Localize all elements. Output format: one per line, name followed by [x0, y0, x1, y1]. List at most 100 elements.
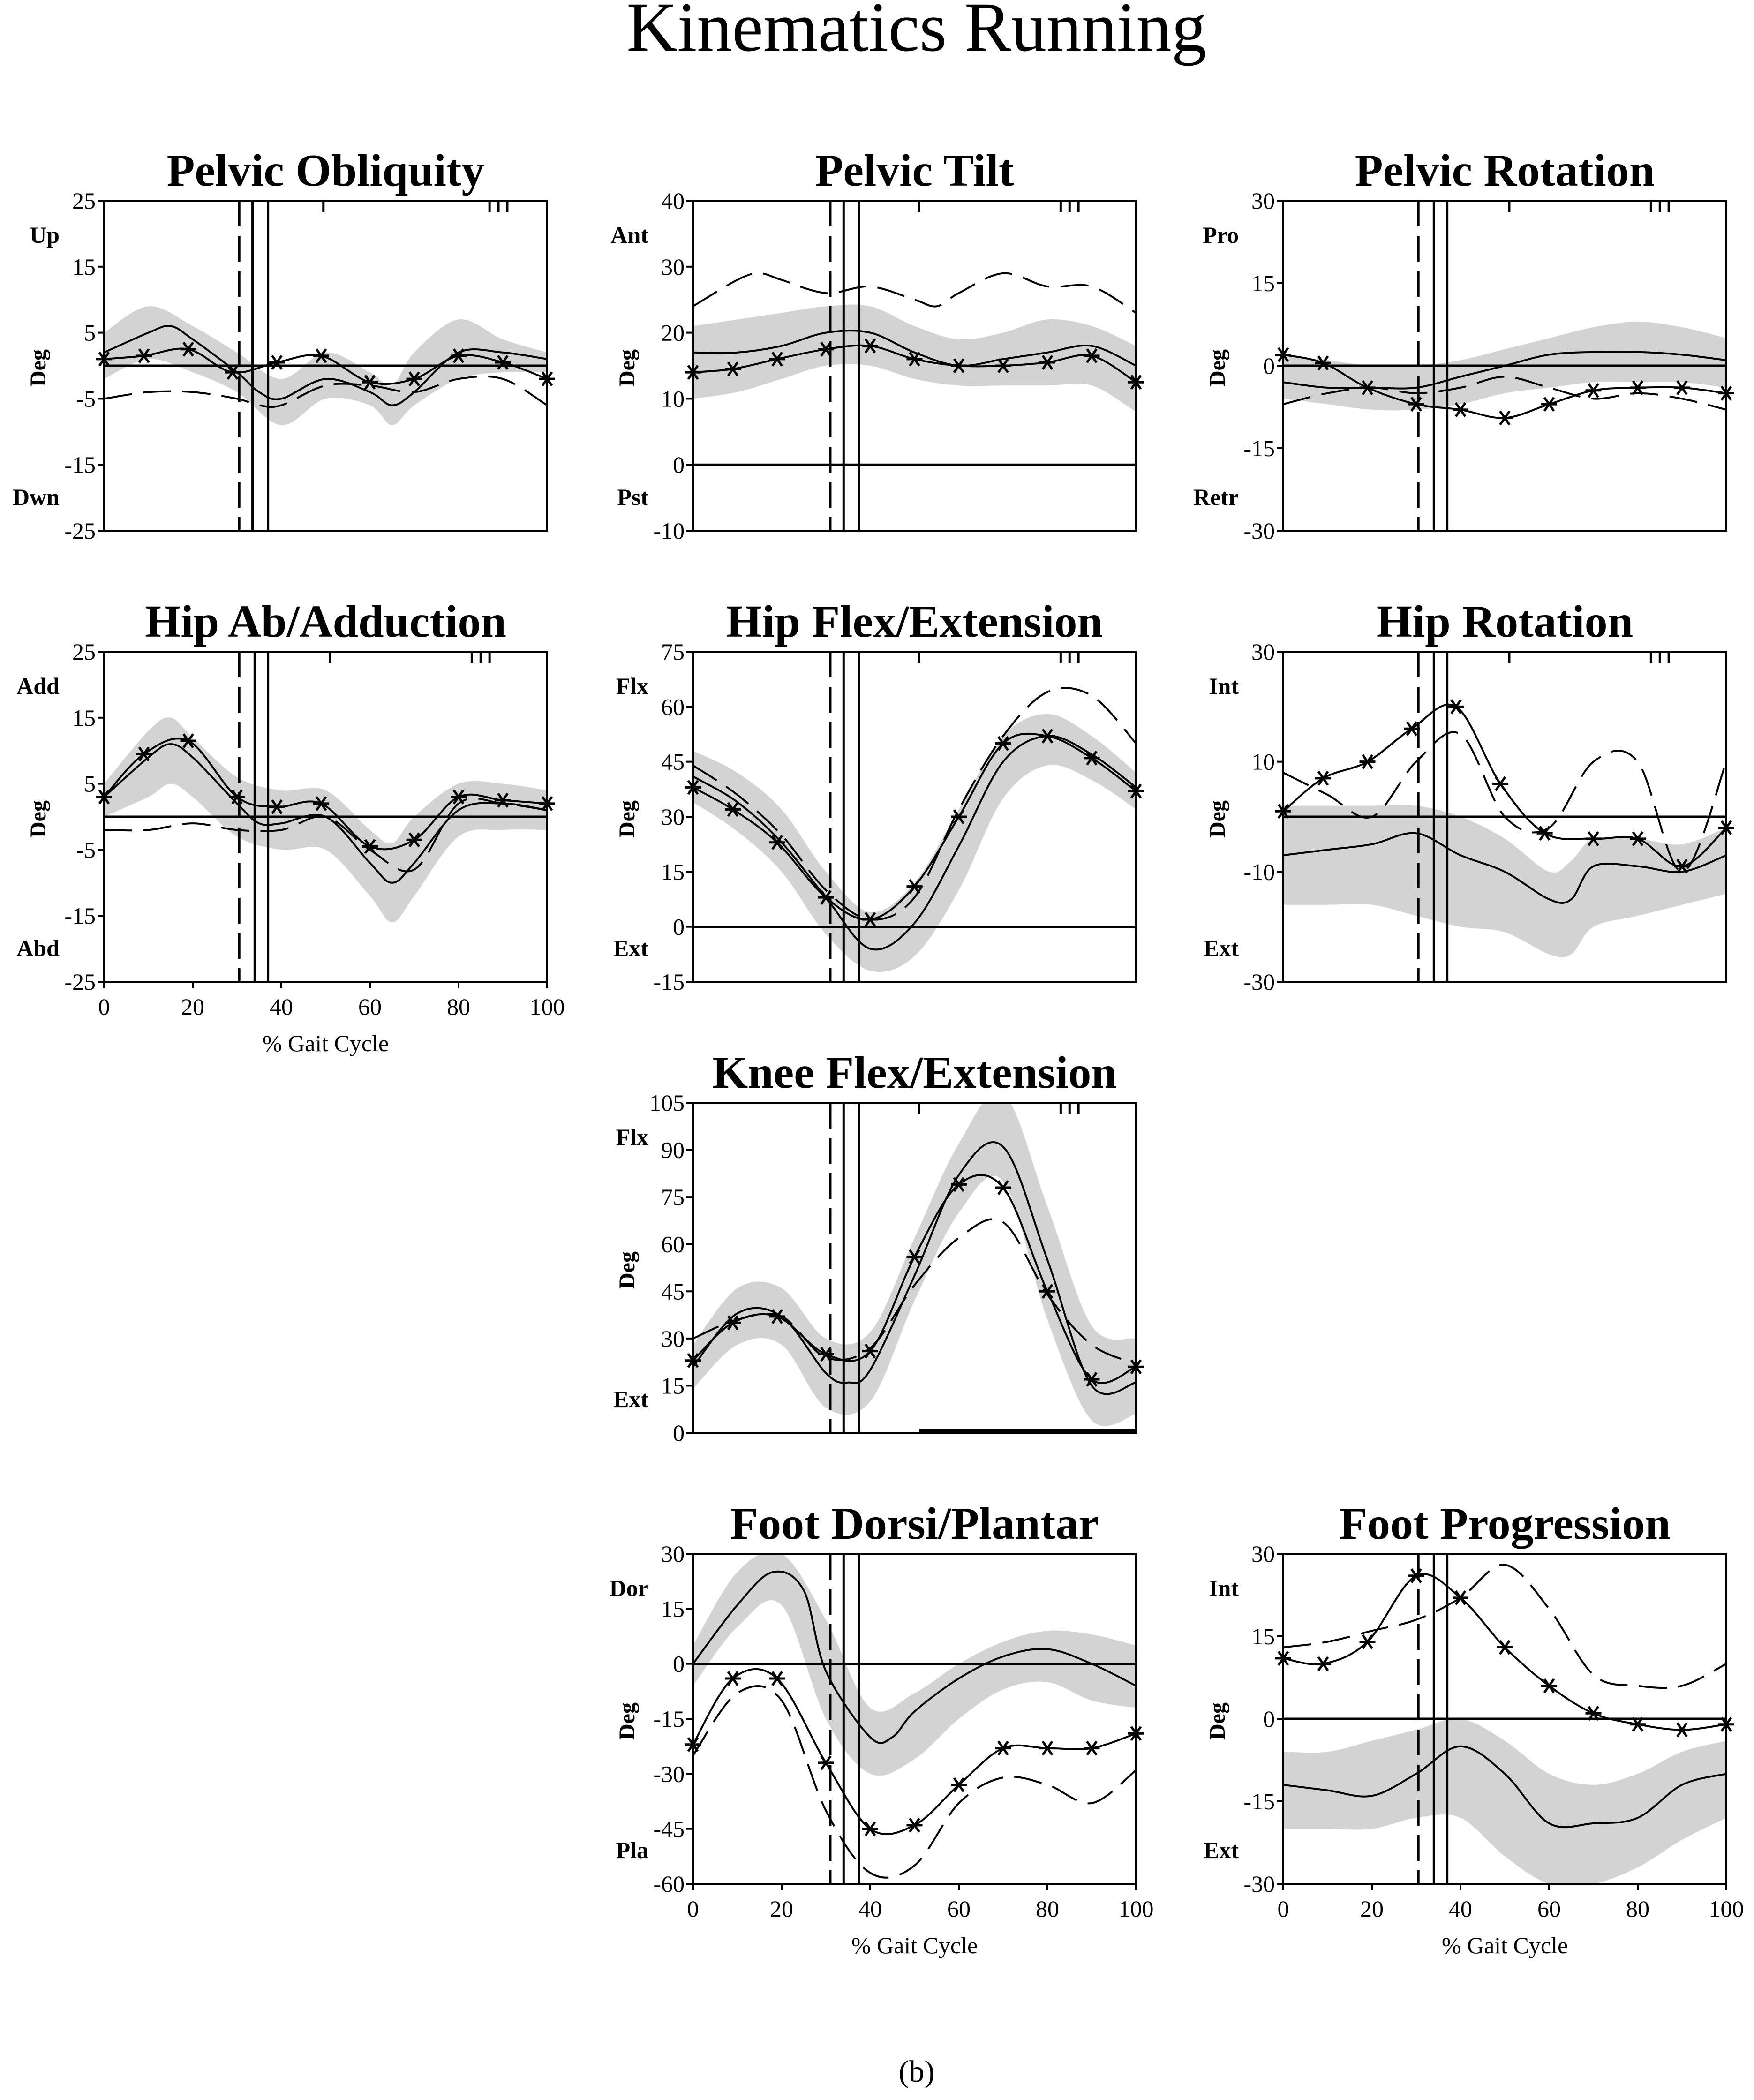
y-axis-label-foot-dorsi-plantar: Deg [615, 1702, 640, 1740]
dashed-line-knee-flex-extension [693, 1218, 1136, 1365]
star-marker-hip-ab-adduction-9-d2 [497, 792, 509, 808]
plot-area-pelvic-tilt [693, 272, 1136, 466]
star-marker-hip-flex-extension-5-d2 [909, 879, 920, 894]
star-marker-hip-rotation-2-d2 [1362, 754, 1373, 769]
panel-title-pelvic-obliquity: Pelvic Obliquity [167, 145, 485, 196]
ytick-label-hip-ab-adduction-0: 25 [72, 639, 96, 665]
star-marker-foot-dorsi-plantar-8 [1039, 1740, 1055, 1756]
star-marker-pelvic-tilt-3-d2 [820, 341, 832, 357]
y-axis-label-foot-progression: Deg [1205, 1702, 1230, 1740]
star-marker-foot-progression-4 [1453, 1590, 1468, 1605]
star-marker-pelvic-rotation-1-d2 [1317, 355, 1329, 371]
ytick-label-pelvic-rotation-4: -30 [1243, 518, 1275, 544]
star-marker-pelvic-obliquity-7 [406, 371, 422, 387]
star-marker-hip-flex-extension-8-d2 [1041, 729, 1054, 744]
normal-band-foot-progression [1283, 1718, 1726, 1884]
star-marker-foot-progression-1-d2 [1317, 1656, 1329, 1671]
star-marker-foot-progression-2-d2 [1362, 1634, 1373, 1649]
star-marker-hip-ab-adduction-2-d2 [182, 733, 194, 748]
star-marker-pelvic-tilt-1-d2 [727, 361, 739, 376]
star-marker-hip-flex-extension-7-d2 [997, 736, 1009, 751]
y-axis-label-hip-rotation: Deg [1205, 800, 1230, 838]
direction-label-neg-pelvic-rotation: Retr [1193, 484, 1239, 510]
star-marker-pelvic-obliquity-9 [495, 355, 511, 370]
direction-label-neg-hip-rotation: Ext [1204, 935, 1239, 961]
star-marker-hip-rotation-9-d2 [1676, 858, 1688, 874]
direction-label-neg-hip-ab-adduction: Abd [16, 935, 60, 961]
star-marker-knee-flex-extension-3-d2 [820, 1347, 832, 1362]
star-marker-hip-ab-adduction-8 [451, 789, 467, 805]
direction-label-pos-pelvic-obliquity: Up [30, 222, 60, 248]
xtick-label-foot-dorsi-plantar-1: 20 [770, 1896, 793, 1922]
plot-area-pelvic-obliquity [104, 306, 547, 425]
ytick-label-hip-rotation-3: -30 [1243, 969, 1275, 995]
star-marker-pelvic-tilt-4 [862, 338, 878, 354]
star-marker-hip-rotation-7 [1585, 831, 1602, 846]
star-marker-foot-dorsi-plantar-1 [725, 1671, 741, 1686]
ytick-label-hip-flex-extension-6: -15 [653, 969, 685, 995]
xtick-label-hip-ab-adduction-5: 100 [530, 994, 565, 1020]
plot-area-hip-flex-extension [693, 687, 1136, 972]
star-marker-hip-rotation-7-d2 [1588, 831, 1599, 846]
panel-foot-dorsi-plantar: Foot Dorsi/Plantar 30 15 0 -15 -30 -45 -60 Dor Pl… [610, 1498, 1154, 1958]
panel-pelvic-tilt: Pelvic Tilt 40 30 20 10 0 -10 Ant Pst Deg [610, 145, 1144, 544]
star-marker-knee-flex-extension-9 [1084, 1372, 1100, 1387]
star-marker-hip-flex-extension-1-d2 [727, 802, 739, 817]
star-marker-foot-dorsi-plantar-9-d2 [1086, 1740, 1098, 1756]
ytick-label-hip-ab-adduction-3: -5 [76, 836, 96, 863]
star-marker-knee-flex-extension-7-d2 [997, 1180, 1009, 1195]
xtick-label-foot-dorsi-plantar-2: 40 [858, 1896, 882, 1922]
ytick-label-hip-ab-adduction-4: -15 [64, 903, 96, 929]
direction-label-pos-hip-flex-extension: Flx [616, 673, 648, 699]
star-marker-pelvic-obliquity-5-d2 [315, 348, 327, 363]
ytick-label-foot-progression-0: 30 [1251, 1541, 1275, 1567]
star-marker-pelvic-rotation-2-d2 [1362, 380, 1373, 395]
star-marker-pelvic-rotation-6-d2 [1543, 397, 1555, 412]
dashed-line-hip-flex-extension [693, 687, 1136, 921]
star-marker-hip-ab-adduction-7-d2 [408, 832, 420, 848]
star-marker-pelvic-obliquity-1-d2 [138, 348, 150, 363]
xtick-label-hip-ab-adduction-0: 0 [98, 994, 110, 1020]
star-marker-foot-dorsi-plantar-4-d2 [864, 1821, 876, 1837]
normal-mean-line-pelvic-tilt [693, 330, 1136, 367]
normal-mean-line-hip-ab-adduction [104, 743, 547, 884]
star-marker-foot-progression-8 [1630, 1716, 1646, 1732]
star-marker-foot-dorsi-plantar-5-d2 [909, 1817, 920, 1833]
normal-mean-line-foot-progression [1283, 1745, 1726, 1829]
dashed-line-hip-ab-adduction [104, 797, 547, 873]
xtick-label-foot-dorsi-plantar-0: 0 [687, 1896, 699, 1922]
star-marker-pelvic-tilt-5-d2 [909, 352, 920, 367]
ytick-label-pelvic-obliquity-5: -25 [64, 518, 96, 544]
star-marker-hip-ab-adduction-1-d2 [138, 746, 150, 762]
star-marker-foot-dorsi-plantar-5 [906, 1817, 923, 1833]
star-marker-pelvic-rotation-4 [1453, 402, 1468, 417]
direction-label-pos-knee-flex-extension: Flx [616, 1124, 648, 1150]
star-marker-pelvic-rotation-7-d2 [1588, 383, 1599, 398]
star-marker-pelvic-rotation-1 [1315, 355, 1332, 371]
xtick-label-foot-progression-0: 0 [1278, 1896, 1289, 1922]
star-marker-hip-rotation-6-d2 [1539, 826, 1551, 841]
normal-mean-line-foot-dorsi-plantar [693, 1570, 1136, 1744]
star-marker-pelvic-tilt-9 [1084, 348, 1100, 363]
dashed-line-foot-progression [1283, 1564, 1726, 1689]
star-marker-foot-dorsi-plantar-9 [1084, 1740, 1100, 1756]
star-marker-pelvic-obliquity-9-d2 [497, 355, 509, 370]
direction-label-neg-knee-flex-extension: Ext [613, 1386, 648, 1412]
panel-hip-ab-adduction: Hip Ab/Adduction 25 15 5 -5 -15 -25 Add Abd Deg 0 2… [16, 596, 565, 1056]
figure-caption: (b) [899, 2055, 935, 2089]
star-marker-hip-flex-extension-6-d2 [953, 809, 965, 824]
ytick-label-pelvic-rotation-0: 30 [1251, 188, 1275, 214]
star-marker-foot-dorsi-plantar-3 [818, 1755, 834, 1770]
star-marker-hip-flex-extension-4-d2 [864, 912, 876, 927]
star-marker-foot-dorsi-plantar-4 [862, 1821, 878, 1837]
star-marker-pelvic-tilt-4-d2 [864, 338, 876, 354]
normal-mean-line-pelvic-rotation [1283, 350, 1726, 390]
star-marker-pelvic-tilt-8 [1039, 355, 1055, 370]
ytick-label-hip-ab-adduction-2: 5 [84, 771, 96, 797]
star-marker-hip-ab-adduction-6 [362, 839, 378, 854]
star-marker-hip-flex-extension-3 [818, 890, 834, 905]
y-axis-label-knee-flex-extension: Deg [615, 1251, 640, 1289]
direction-label-pos-hip-ab-adduction: Add [16, 673, 60, 699]
direction-label-neg-foot-progression: Ext [1204, 1837, 1239, 1863]
ytick-label-knee-flex-extension-0: 105 [649, 1090, 685, 1116]
